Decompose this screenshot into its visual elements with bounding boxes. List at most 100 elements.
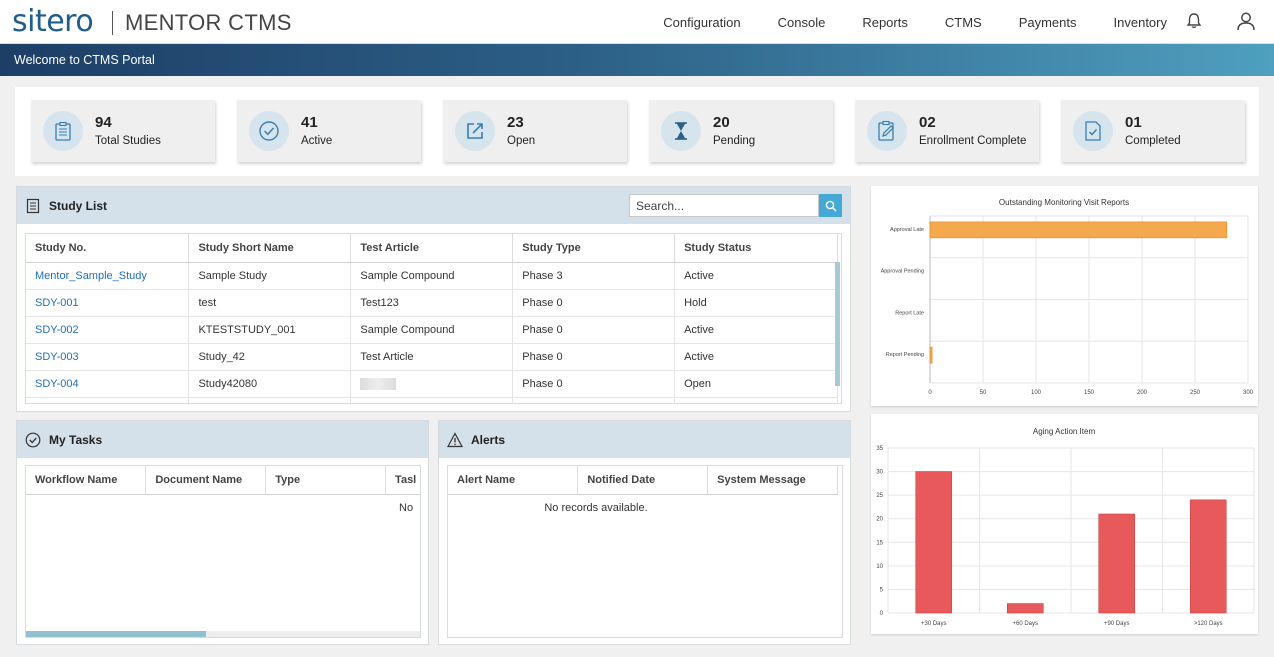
study-type: Phase 0 <box>512 343 676 371</box>
search-icon <box>825 200 837 212</box>
bar <box>929 221 1228 239</box>
study-link[interactable]: SDY-001 <box>35 296 79 309</box>
warning-icon <box>447 432 463 448</box>
y-tick-label: Approval Pending <box>881 269 924 275</box>
panel-title: Study List <box>49 199 108 213</box>
col-study-short-name[interactable]: Study Short Name <box>188 234 352 263</box>
table-row[interactable]: SDY-002 KTESTSTUDY_001 Sample Compound P… <box>26 316 838 344</box>
stat-card-active[interactable]: 41 Active <box>237 100 421 162</box>
y-tick-label: 5 <box>880 587 884 593</box>
study-table: Study No. Study Short Name Test Article … <box>25 233 842 404</box>
col-study-type[interactable]: Study Type <box>512 234 676 263</box>
bar <box>1098 513 1136 614</box>
stat-value: 41 <box>301 114 318 131</box>
bar <box>929 346 933 364</box>
x-tick-label: 150 <box>1084 390 1095 396</box>
study-link[interactable]: SDY-004 <box>35 377 79 390</box>
test-article <box>350 370 514 398</box>
panel-title: Alerts <box>471 433 506 447</box>
y-tick-label: 25 <box>876 493 883 499</box>
col-test-article[interactable]: Test Article <box>350 234 514 263</box>
nav-console[interactable]: Console <box>777 14 826 30</box>
x-tick-label: 0 <box>928 390 932 396</box>
col-workflow-name[interactable]: Workflow Name <box>26 466 147 495</box>
stat-value: 02 <box>919 114 936 131</box>
col-notified-date[interactable]: Notified Date <box>577 466 709 495</box>
study-link[interactable]: SDY-002 <box>35 323 79 336</box>
stat-card-pending[interactable]: 20 Pending <box>649 100 833 162</box>
stat-card-completed[interactable]: 01 Completed <box>1061 100 1245 162</box>
study-type: Phase 0 <box>512 316 676 344</box>
logo-divider <box>112 11 113 35</box>
nav-payments[interactable]: Payments <box>1018 14 1077 30</box>
study-type: Phase 0 <box>512 289 676 317</box>
vertical-scrollbar[interactable] <box>835 262 840 386</box>
aging-action-chart-panel: Aging Action Item 0 5 10 15 20 25 30 35 +30 Days… <box>871 414 1258 634</box>
bell-icon[interactable] <box>1185 12 1203 30</box>
redacted-value <box>360 377 397 390</box>
search-button[interactable] <box>819 194 842 217</box>
table-row[interactable]: Mentor_Sample_Study Sample Study Sample … <box>26 262 838 290</box>
stat-card-enrollment-complete[interactable]: 02 Enrollment Complete <box>855 100 1039 162</box>
monitoring-reports-chart: Outstanding Monitoring Visit Reports 0 50… <box>881 198 1254 396</box>
aging-action-chart: Aging Action Item 0 5 10 15 20 25 30 35 +30 Days… <box>876 427 1255 627</box>
bar <box>1006 603 1044 614</box>
brand-logo[interactable]: sitero <box>12 4 94 39</box>
col-document-name[interactable]: Document Name <box>145 466 267 495</box>
y-tick-label: 20 <box>876 517 883 523</box>
clipboard-edit-icon <box>867 111 907 151</box>
stat-label: Active <box>301 135 333 147</box>
nav-inventory[interactable]: Inventory <box>1113 14 1167 30</box>
alerts-header: Alerts <box>439 421 850 458</box>
study-link[interactable]: Mentor_Sample_Study <box>35 269 147 282</box>
horizontal-scrollbar[interactable] <box>26 631 206 637</box>
col-task[interactable]: Tasl <box>385 466 420 495</box>
x-tick-label: +30 Days <box>921 621 947 627</box>
main-nav: Configuration Console Reports CTMS Payme… <box>626 0 1167 44</box>
study-search-input[interactable] <box>629 194 819 217</box>
stat-card-open[interactable]: 23 Open <box>443 100 627 162</box>
study-short-name: KTESTSTUDY_001 <box>188 316 352 344</box>
test-article: Sample Compound <box>350 316 514 344</box>
nav-reports[interactable]: Reports <box>862 14 908 30</box>
table-row[interactable]: SDY-003 Study_42 Test Article Phase 0 Ac… <box>26 343 838 371</box>
alerts-table: Alert Name Notified Date System Message … <box>447 465 843 638</box>
study-short-name: Sample Study <box>188 262 352 290</box>
panel-title: My Tasks <box>49 433 103 447</box>
test-article: Sample Compound <box>350 262 514 290</box>
check-circle-icon <box>249 111 289 151</box>
stat-value: 23 <box>507 114 524 131</box>
col-study-no[interactable]: Study No. <box>26 234 190 263</box>
y-tick-label: 35 <box>876 446 883 452</box>
col-system-message[interactable]: System Message <box>707 466 838 495</box>
table-row[interactable]: SDY-001 test Test123 Phase 0 Hold <box>26 289 838 317</box>
user-icon[interactable] <box>1236 11 1256 31</box>
y-tick-label: Report Late <box>895 310 924 316</box>
study-status: Open <box>674 370 838 398</box>
chart-title: Aging Action Item <box>1033 427 1096 436</box>
nav-configuration[interactable]: Configuration <box>663 14 741 30</box>
my-tasks-panel: My Tasks Workflow Name Document Name Typ… <box>16 420 429 645</box>
col-alert-name[interactable]: Alert Name <box>448 466 579 495</box>
nav-ctms[interactable]: CTMS <box>944 14 982 30</box>
horizontal-scroll-track[interactable] <box>26 631 420 637</box>
study-link[interactable]: SDY-003 <box>35 350 79 363</box>
study-short-name: Study42080 <box>188 370 352 398</box>
welcome-banner: Welcome to CTMS Portal <box>0 44 1274 76</box>
check-circle-icon <box>25 432 41 448</box>
external-link-icon <box>455 111 495 151</box>
col-study-status[interactable]: Study Status <box>674 234 838 263</box>
chart-title: Outstanding Monitoring Visit Reports <box>999 198 1129 207</box>
x-tick-label: 300 <box>1243 390 1254 396</box>
stat-label: Enrollment Complete <box>919 135 1027 147</box>
empty-message: No records available. <box>544 502 648 514</box>
x-tick-label: +60 Days <box>1012 621 1038 627</box>
x-tick-label: 50 <box>980 390 987 396</box>
test-article: Test Article <box>350 343 514 371</box>
stat-card-total-studies[interactable]: 94 Total Studies <box>31 100 215 162</box>
bar <box>915 471 953 614</box>
y-tick-label: Report Pending <box>886 352 924 358</box>
col-type[interactable]: Type <box>265 466 387 495</box>
stat-value: 94 <box>95 114 112 131</box>
table-row[interactable]: SDY-004 Study42080 Phase 0 Open <box>26 370 838 398</box>
